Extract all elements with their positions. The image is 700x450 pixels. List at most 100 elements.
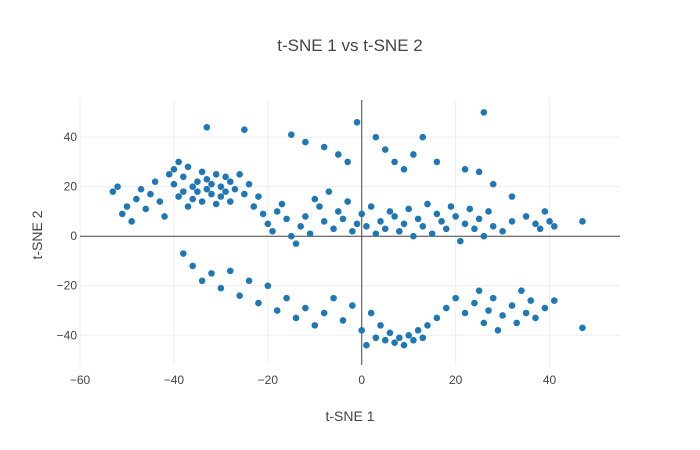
data-point — [381, 225, 389, 233]
data-point — [442, 304, 450, 312]
data-point — [499, 227, 506, 235]
data-point — [231, 185, 239, 193]
data-point — [344, 158, 351, 166]
data-point — [203, 185, 211, 193]
data-point — [118, 210, 126, 218]
data-point — [212, 200, 220, 208]
data-point — [292, 314, 300, 322]
data-point — [208, 270, 215, 277]
data-point — [137, 185, 145, 193]
data-point — [480, 232, 488, 240]
x-tick-label: 0 — [358, 373, 365, 387]
data-point — [475, 168, 483, 176]
data-point — [405, 205, 412, 213]
data-point — [156, 198, 164, 205]
data-point — [109, 188, 117, 195]
data-point — [189, 195, 196, 203]
data-point — [297, 223, 304, 230]
data-point — [372, 230, 380, 238]
data-point — [485, 208, 492, 215]
data-point — [344, 198, 351, 205]
data-point — [452, 294, 459, 302]
data-point — [255, 299, 262, 307]
data-point — [334, 151, 342, 158]
data-point — [236, 292, 243, 299]
data-point — [194, 178, 201, 186]
data-point — [522, 213, 530, 220]
data-point — [414, 215, 422, 223]
data-point — [424, 322, 431, 329]
data-point — [471, 299, 478, 307]
data-point — [198, 277, 206, 285]
data-point — [320, 309, 328, 317]
data-point — [151, 178, 159, 186]
data-point — [461, 220, 469, 228]
data-point — [320, 218, 328, 225]
data-point — [489, 294, 497, 302]
data-point — [241, 190, 248, 198]
data-point — [170, 166, 178, 173]
data-point — [400, 166, 408, 173]
y-tick-label: 0 — [70, 229, 77, 243]
data-point — [499, 312, 506, 319]
data-point — [306, 230, 314, 238]
data-point — [471, 225, 478, 233]
data-point — [184, 203, 192, 210]
data-point — [114, 183, 121, 190]
data-point — [541, 208, 549, 215]
data-point — [198, 198, 206, 205]
data-point — [283, 294, 290, 302]
data-point — [320, 143, 328, 151]
data-point — [508, 302, 516, 309]
data-point — [217, 193, 225, 200]
data-point — [142, 205, 150, 213]
data-point — [273, 307, 281, 314]
data-point — [480, 319, 488, 327]
data-point — [226, 198, 234, 205]
data-point — [377, 322, 384, 329]
data-point — [212, 170, 220, 178]
data-point — [579, 218, 586, 225]
data-point — [283, 215, 290, 223]
data-point — [208, 180, 215, 188]
y-tick-label: 40 — [64, 130, 78, 144]
data-point — [175, 158, 182, 166]
data-point — [269, 227, 276, 235]
data-point — [180, 173, 187, 181]
data-point — [424, 200, 431, 208]
data-point — [381, 146, 389, 153]
data-point — [513, 319, 520, 327]
zero-lines — [80, 100, 620, 365]
data-point — [236, 170, 243, 178]
data-point — [410, 232, 417, 240]
x-tick-label: −60 — [70, 373, 91, 387]
data-point — [457, 237, 464, 245]
data-point — [217, 183, 225, 190]
data-point — [532, 220, 539, 228]
y-axis-ticks: −40 −20 0 20 40 — [57, 130, 78, 342]
data-point — [330, 294, 337, 302]
data-point — [165, 170, 173, 178]
data-point — [311, 322, 319, 329]
data-point — [461, 309, 469, 317]
data-point — [386, 208, 394, 215]
data-point — [414, 327, 422, 334]
data-point — [264, 220, 272, 228]
data-point — [396, 334, 403, 342]
data-point — [475, 215, 483, 223]
data-point — [198, 168, 206, 176]
y-tick-label: −40 — [57, 328, 78, 342]
data-point — [433, 314, 441, 322]
data-point — [452, 213, 459, 220]
data-point — [222, 188, 229, 195]
data-point — [128, 218, 135, 225]
data-point — [550, 297, 558, 304]
data-point — [339, 317, 347, 324]
data-point — [386, 329, 394, 337]
data-point — [358, 327, 366, 334]
data-point — [264, 282, 272, 290]
y-tick-label: −20 — [57, 279, 78, 293]
x-tick-label: 20 — [449, 373, 463, 387]
